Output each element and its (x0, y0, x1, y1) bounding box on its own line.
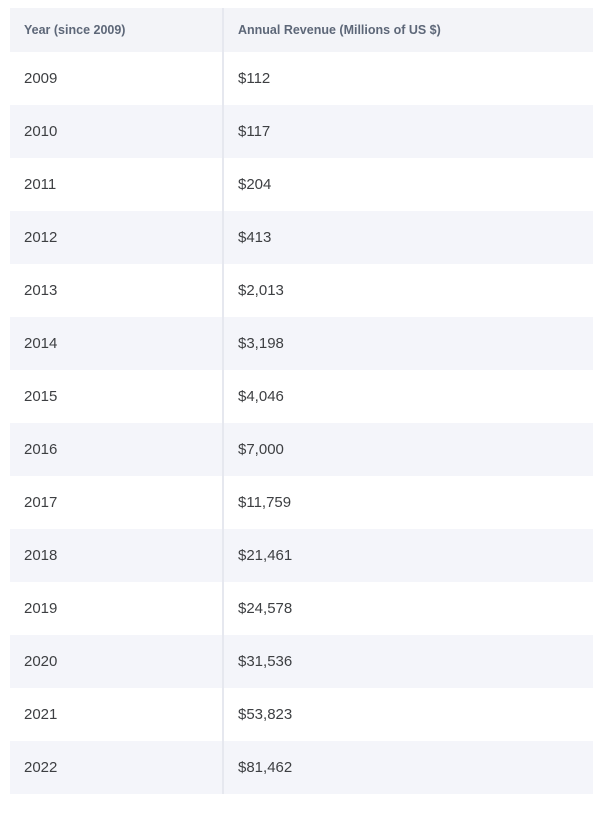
revenue-cell: $11,759 (222, 476, 593, 529)
table-row: 2011 $204 (10, 158, 593, 211)
table-row: 2012 $413 (10, 211, 593, 264)
header-row: Year (since 2009) Annual Revenue (Millio… (10, 8, 593, 52)
year-cell: 2014 (24, 335, 58, 352)
table-row: 2019 $24,578 (10, 582, 593, 635)
revenue-cell: $112 (222, 52, 593, 105)
revenue-column-header: Annual Revenue (Millions of US $) (222, 8, 593, 52)
table-row: 2016 $7,000 (10, 423, 593, 476)
year-cell: 2019 (24, 600, 58, 617)
year-cell: 2011 (24, 176, 57, 193)
year-cell: 2021 (24, 706, 58, 723)
year-cell: 2010 (24, 123, 58, 140)
table-row: 2018 $21,461 (10, 529, 593, 582)
table-row: 2017 $11,759 (10, 476, 593, 529)
revenue-cell: $24,578 (222, 582, 593, 635)
year-cell: 2016 (24, 441, 58, 458)
table-row: 2020 $31,536 (10, 635, 593, 688)
year-cell: 2018 (24, 547, 58, 564)
revenue-cell: $53,823 (222, 688, 593, 741)
revenue-table-container: Year (since 2009) Annual Revenue (Millio… (10, 8, 593, 794)
table-body: 2009 $112 2010 $117 2011 $204 2012 $413 … (10, 52, 593, 794)
year-cell: 2009 (24, 70, 58, 87)
year-column-header: Year (since 2009) (10, 8, 223, 52)
revenue-cell: $117 (222, 105, 593, 158)
revenue-cell: $81,462 (222, 741, 593, 794)
table-row: 2014 $3,198 (10, 317, 593, 370)
year-cell: 2015 (24, 388, 58, 405)
year-cell: 2020 (24, 653, 58, 670)
year-cell: 2017 (24, 494, 58, 511)
annual-revenue-table: Year (since 2009) Annual Revenue (Millio… (10, 8, 593, 794)
revenue-cell: $204 (222, 158, 593, 211)
revenue-cell: $7,000 (222, 423, 593, 476)
table-row: 2021 $53,823 (10, 688, 593, 741)
revenue-cell: $413 (222, 211, 593, 264)
table-row: 2013 $2,013 (10, 264, 593, 317)
revenue-cell: $3,198 (222, 317, 593, 370)
revenue-cell: $4,046 (222, 370, 593, 423)
revenue-cell: $21,461 (222, 529, 593, 582)
table-row: 2010 $117 (10, 105, 593, 158)
year-cell: 2022 (24, 759, 58, 776)
table-row: 2015 $4,046 (10, 370, 593, 423)
year-cell: 2013 (24, 282, 58, 299)
year-cell: 2012 (24, 229, 58, 246)
table-header: Year (since 2009) Annual Revenue (Millio… (10, 8, 593, 52)
table-row: 2022 $81,462 (10, 741, 593, 794)
table-row: 2009 $112 (10, 52, 593, 105)
revenue-cell: $31,536 (222, 635, 593, 688)
revenue-cell: $2,013 (222, 264, 593, 317)
